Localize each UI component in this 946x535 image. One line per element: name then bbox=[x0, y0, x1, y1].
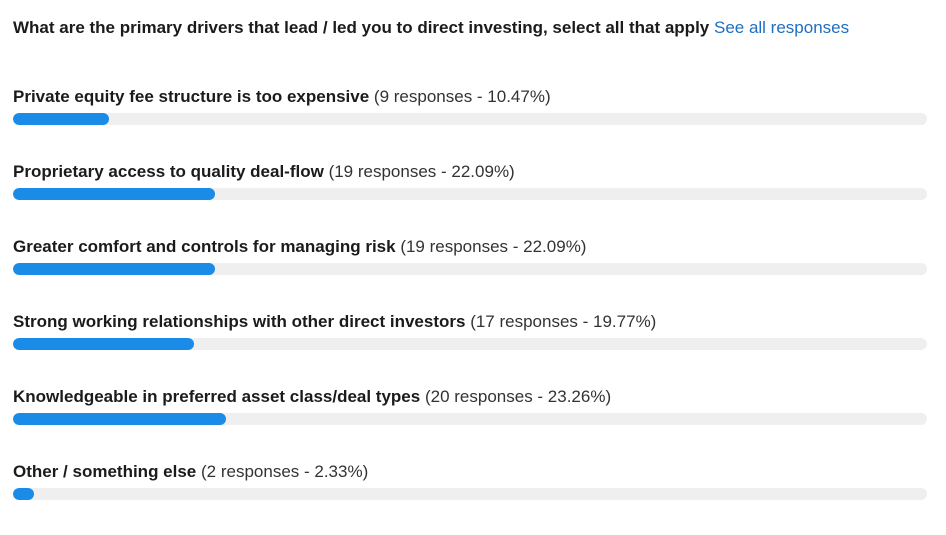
option-detail: (2 responses - 2.33%) bbox=[201, 462, 369, 481]
option-label-row: Other / something else (2 responses - 2.… bbox=[13, 460, 927, 484]
bar bbox=[13, 188, 215, 200]
see-all-link[interactable]: See all responses bbox=[713, 18, 850, 37]
option: Proprietary access to quality deal-flow … bbox=[13, 160, 927, 235]
bar bbox=[13, 413, 226, 425]
option-detail: (9 responses - 10.47%) bbox=[373, 87, 551, 106]
option-detail: (17 responses - 19.77%) bbox=[470, 312, 657, 331]
option-label: Greater comfort and controls for managin… bbox=[13, 237, 396, 256]
option: Private equity fee structure is too expe… bbox=[13, 85, 927, 160]
bar-track bbox=[13, 488, 927, 500]
option-label: Private equity fee structure is too expe… bbox=[13, 87, 370, 106]
option-label-row: Private equity fee structure is too expe… bbox=[13, 85, 927, 109]
option-detail: (20 responses - 23.26%) bbox=[424, 387, 612, 406]
bar bbox=[13, 113, 109, 125]
option: Greater comfort and controls for managin… bbox=[13, 235, 927, 310]
option-label: Knowledgeable in preferred asset class/d… bbox=[13, 387, 421, 406]
option: Strong working relationships with other … bbox=[13, 310, 927, 385]
option-label-row: Strong working relationships with other … bbox=[13, 310, 927, 334]
option-label-row: Knowledgeable in preferred asset class/d… bbox=[13, 385, 927, 409]
bar-track bbox=[13, 338, 927, 350]
option-label: Other / something else bbox=[13, 462, 197, 481]
option: Other / something else (2 responses - 2.… bbox=[13, 460, 927, 535]
options: Private equity fee structure is too expe… bbox=[13, 85, 927, 535]
option-label: Strong working relationships with other … bbox=[13, 312, 466, 331]
bar bbox=[13, 263, 215, 275]
bar-track bbox=[13, 263, 927, 275]
bar-track bbox=[13, 113, 927, 125]
option-label-row: Greater comfort and controls for managin… bbox=[13, 235, 927, 259]
poll-results: What are the primary drivers that lead /… bbox=[13, 10, 928, 500]
question: What are the primary drivers that lead /… bbox=[13, 10, 928, 46]
bar bbox=[13, 488, 35, 500]
bar-track bbox=[13, 413, 927, 425]
option: Knowledgeable in preferred asset class/d… bbox=[13, 385, 927, 460]
bar bbox=[13, 338, 194, 350]
option-detail: (19 responses - 22.09%) bbox=[328, 162, 515, 181]
bar-track bbox=[13, 188, 927, 200]
option-label-row: Proprietary access to quality deal-flow … bbox=[13, 160, 927, 184]
question-text: What are the primary drivers that lead /… bbox=[13, 18, 710, 37]
option-label: Proprietary access to quality deal-flow bbox=[13, 162, 324, 181]
option-detail: (19 responses - 22.09%) bbox=[400, 237, 587, 256]
